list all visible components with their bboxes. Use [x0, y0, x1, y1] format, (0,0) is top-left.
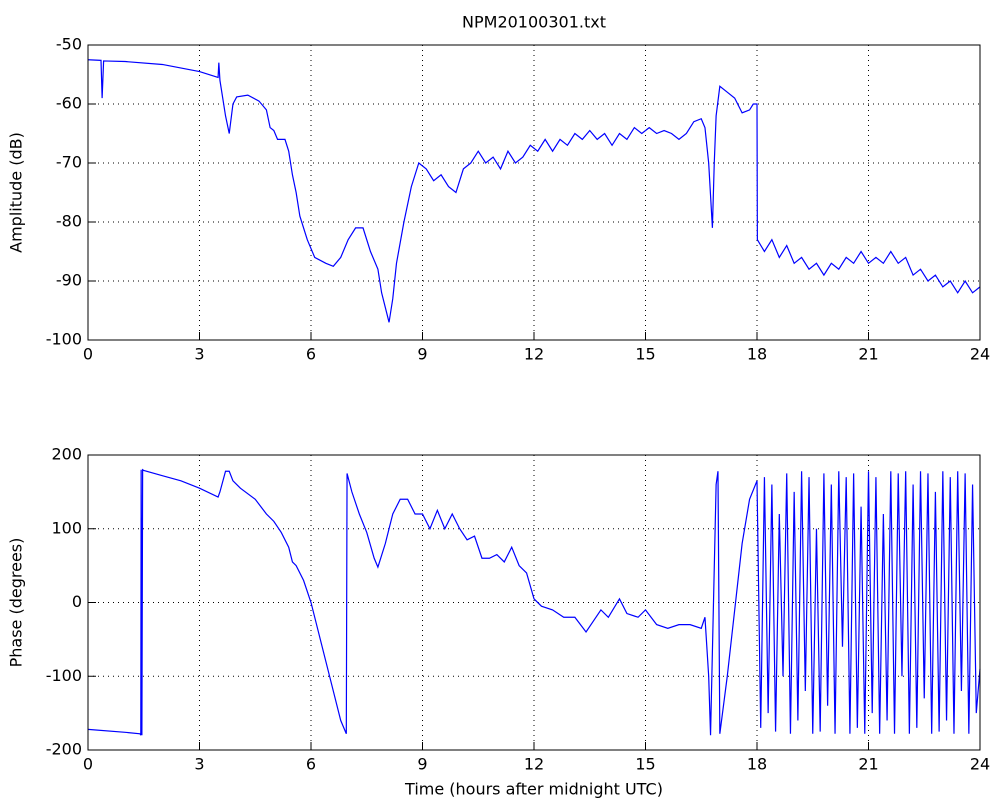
- x-axis-label: Time (hours after midnight UTC): [404, 780, 663, 799]
- x-tick-label: 18: [747, 755, 767, 774]
- y-tick-label: -60: [56, 94, 82, 113]
- y-tick-label: -100: [46, 666, 82, 685]
- data-line: [87, 59, 981, 323]
- y-axis-label: Amplitude (dB): [7, 132, 26, 253]
- x-tick-label: 3: [194, 345, 204, 364]
- chart-title: NPM20100301.txt: [462, 13, 606, 32]
- y-axis-label: Phase (degrees): [7, 538, 26, 668]
- x-tick-label: 6: [306, 345, 316, 364]
- x-tick-label: 0: [83, 345, 93, 364]
- x-tick-label: 15: [635, 755, 655, 774]
- x-tick-label: 24: [970, 345, 990, 364]
- axes-box: [87, 44, 981, 341]
- x-tick-label: 12: [524, 345, 544, 364]
- x-tick-label: 15: [635, 345, 655, 364]
- x-tick-label: 6: [306, 755, 316, 774]
- axes-box: [87, 454, 981, 751]
- x-tick-label: 3: [194, 755, 204, 774]
- y-tick-label: -70: [56, 153, 82, 172]
- y-tick-label: -50: [56, 35, 82, 54]
- y-tick-label: -80: [56, 212, 82, 231]
- x-tick-label: 18: [747, 345, 767, 364]
- x-tick-label: 21: [858, 345, 878, 364]
- y-tick-label: 200: [51, 445, 82, 464]
- x-tick-label: 0: [83, 755, 93, 774]
- x-tick-label: 9: [417, 755, 427, 774]
- x-tick-label: 9: [417, 345, 427, 364]
- x-tick-label: 12: [524, 755, 544, 774]
- x-tick-label: 24: [970, 755, 990, 774]
- x-tick-label: 21: [858, 755, 878, 774]
- y-tick-label: -200: [46, 740, 82, 759]
- y-tick-label: 0: [72, 592, 82, 611]
- data-line: [87, 468, 981, 736]
- y-tick-label: -100: [46, 330, 82, 349]
- y-tick-label: 100: [51, 518, 82, 537]
- y-tick-label: -90: [56, 271, 82, 290]
